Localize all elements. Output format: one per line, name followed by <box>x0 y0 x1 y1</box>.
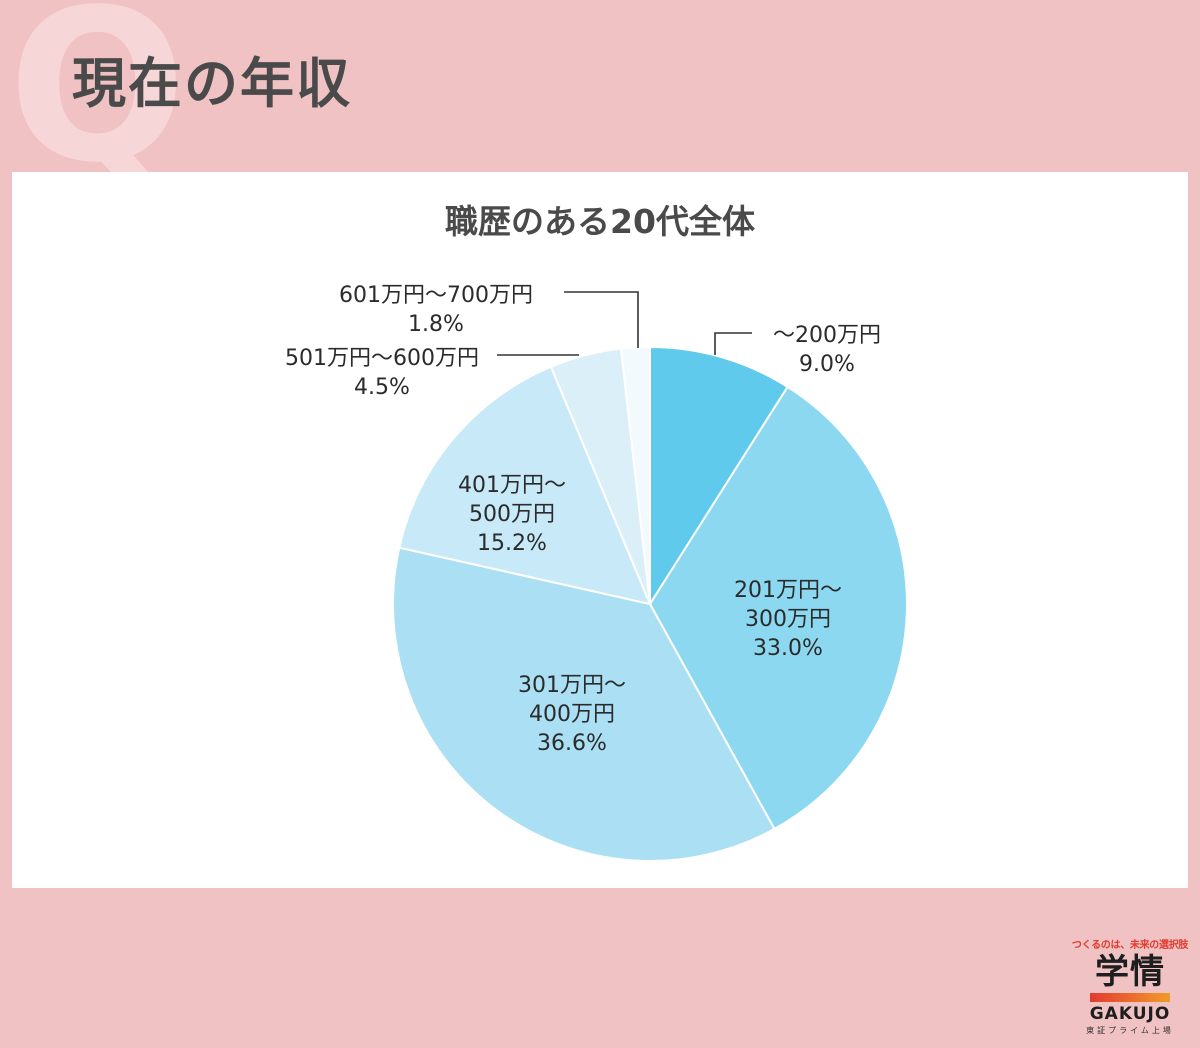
slice-label: 301万円～ 400万円 36.6% <box>518 673 626 756</box>
slice-label: 601万円～700万円 1.8% <box>339 283 533 337</box>
slice-label: 501万円～600万円 4.5% <box>285 346 479 400</box>
logo-tagline: つくるのは、未来の選択肢 <box>1071 940 1189 951</box>
leader-line <box>564 291 639 348</box>
pie-chart: 職歴のある20代全体 ～200万円 9.0% 201万円～ 300万円 33.0% 301… <box>285 202 908 862</box>
slice-label: ～200万円 9.0% <box>773 323 881 377</box>
slice-label: 201万円～ 300万円 33.0% <box>734 578 842 661</box>
page-title: 現在の年収 <box>72 52 352 115</box>
logo-wordmark: GAKUJO <box>1089 1003 1171 1024</box>
pie-slice <box>398 365 652 606</box>
pie-slice <box>619 345 651 605</box>
chart-title: 職歴のある20代全体 <box>445 202 755 241</box>
pie-slice <box>649 345 789 608</box>
leader-line <box>714 332 752 355</box>
slice-label: 401万円～ 500万円 15.2% <box>458 473 566 556</box>
logo-name: 学情 <box>1095 952 1165 992</box>
logo-subline: 東証プライム上場 <box>1086 1025 1174 1035</box>
chart-panel: 職歴のある20代全体 ～200万円 9.0% 201万円～ 300万円 33.0% 301… <box>12 172 1188 1035</box>
logo-bar <box>1090 992 1170 1002</box>
gakujo-logo: つくるのは、未来の選択肢 学情 GAKUJO 東証プライム上場 <box>1070 936 1190 1048</box>
q-watermark: Q <box>8 0 187 209</box>
pie-slice <box>392 546 776 862</box>
